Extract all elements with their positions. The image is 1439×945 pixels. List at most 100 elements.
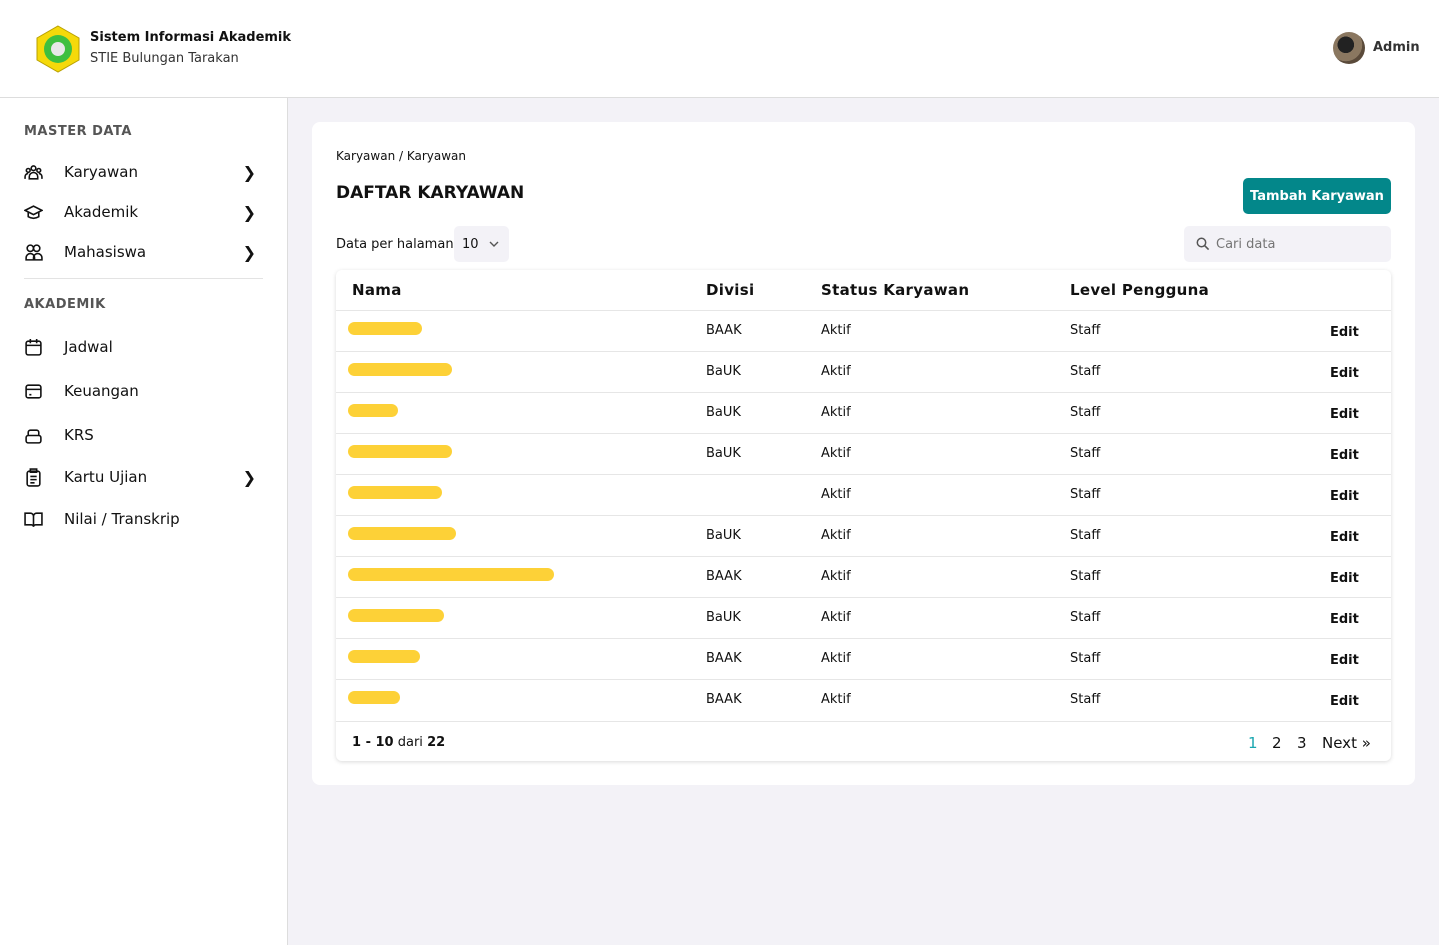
per-page-select[interactable]: 10 <box>454 226 509 262</box>
cell-status: Aktif <box>821 446 851 461</box>
cell-divisi: BaUK <box>706 610 741 625</box>
redacted-name <box>348 404 398 417</box>
chevron-right-icon: ❯ <box>242 242 256 262</box>
column-header-status[interactable]: Status Karyawan <box>821 281 970 299</box>
cell-divisi: BaUK <box>706 528 741 543</box>
book-icon <box>24 510 64 529</box>
sidebar-item-krs[interactable]: KRS <box>24 420 264 450</box>
redacted-name <box>348 691 400 704</box>
sidebar-item-karyawan[interactable]: Karyawan ❯ <box>24 157 264 187</box>
cell-level: Staff <box>1070 528 1101 543</box>
table-row: BAAK Aktif Staff Edit <box>336 310 1391 351</box>
chevron-right-icon: ❯ <box>242 202 256 222</box>
sidebar-item-jadwal[interactable]: Jadwal <box>24 332 264 362</box>
edit-button[interactable]: Edit <box>1330 571 1359 586</box>
avatar[interactable] <box>1333 32 1365 64</box>
karyawan-table: Nama Divisi Status Karyawan Level Penggu… <box>336 270 1391 761</box>
cell-level: Staff <box>1070 569 1101 584</box>
column-header-nama[interactable]: Nama <box>352 281 402 299</box>
per-page-value: 10 <box>462 236 479 252</box>
edit-button[interactable]: Edit <box>1330 448 1359 463</box>
cell-status: Aktif <box>821 364 851 379</box>
edit-button[interactable]: Edit <box>1330 530 1359 545</box>
sidebar-item-label: Keuangan <box>64 382 139 400</box>
next-page-link[interactable]: Next » <box>1322 734 1371 752</box>
table-row: BAAK Aktif Staff Edit <box>336 556 1391 597</box>
cell-status: Aktif <box>821 405 851 420</box>
calendar-icon <box>24 338 64 357</box>
search-box[interactable] <box>1184 226 1391 262</box>
edit-button[interactable]: Edit <box>1330 325 1359 340</box>
table-footer: 1 - 10 dari 22 1 2 3 Next » <box>336 721 1391 761</box>
app-title: Sistem Informasi Akademik <box>90 30 292 45</box>
cell-divisi: BaUK <box>706 364 741 379</box>
summary-of: dari <box>397 735 423 750</box>
edit-button[interactable]: Edit <box>1330 407 1359 422</box>
cell-divisi: BAAK <box>706 651 742 666</box>
table-row: BaUK Aktif Staff Edit <box>336 515 1391 556</box>
table-row: BaUK Aktif Staff Edit <box>336 597 1391 638</box>
sidebar-item-nilai-transkrip[interactable]: Nilai / Transkrip <box>24 504 264 534</box>
cell-divisi: BaUK <box>706 405 741 420</box>
add-karyawan-button[interactable]: Tambah Karyawan <box>1243 178 1391 214</box>
chevron-right-icon: ❯ <box>242 162 256 182</box>
table-row: BAAK Aktif Staff Edit <box>336 638 1391 679</box>
credit-card-icon <box>24 382 64 401</box>
sidebar-item-akademik[interactable]: Akademik ❯ <box>24 197 264 227</box>
table-row: BaUK Aktif Staff Edit <box>336 351 1391 392</box>
cell-status: Aktif <box>821 323 851 338</box>
sidebar-item-label: Mahasiswa <box>64 243 147 261</box>
page-3-link[interactable]: 3 <box>1297 734 1307 752</box>
column-header-level[interactable]: Level Pengguna <box>1070 281 1210 299</box>
edit-button[interactable]: Edit <box>1330 653 1359 668</box>
edit-button[interactable]: Edit <box>1330 694 1359 709</box>
app-subtitle: STIE Bulungan Tarakan <box>90 51 239 66</box>
cell-status: Aktif <box>821 610 851 625</box>
cell-divisi: BAAK <box>706 692 742 707</box>
cell-level: Staff <box>1070 692 1101 707</box>
redacted-name <box>348 322 422 335</box>
chevron-down-icon <box>489 241 499 247</box>
table-row: BaUK Aktif Staff Edit <box>336 433 1391 474</box>
column-header-divisi[interactable]: Divisi <box>706 281 755 299</box>
page-2-link[interactable]: 2 <box>1272 734 1282 752</box>
section-akademik: AKADEMIK <box>24 297 106 312</box>
breadcrumb[interactable]: Karyawan / Karyawan <box>336 149 467 163</box>
cell-level: Staff <box>1070 610 1101 625</box>
edit-button[interactable]: Edit <box>1330 366 1359 381</box>
sidebar-item-keuangan[interactable]: Keuangan <box>24 376 264 406</box>
summary-range: 1 - 10 <box>352 735 394 750</box>
redacted-name <box>348 527 456 540</box>
page-1-link[interactable]: 1 <box>1248 734 1258 752</box>
sidebar-item-kartu-ujian[interactable]: Kartu Ujian ❯ <box>24 462 264 492</box>
users-icon <box>24 163 64 182</box>
table-row: BaUK Aktif Staff Edit <box>336 392 1391 433</box>
edit-button[interactable]: Edit <box>1330 489 1359 504</box>
user-group-icon <box>24 243 64 262</box>
cell-level: Staff <box>1070 405 1101 420</box>
redacted-name <box>348 445 452 458</box>
pagination-summary: 1 - 10 dari 22 <box>352 735 445 750</box>
top-header: Sistem Informasi Akademik STIE Bulungan … <box>0 0 1439 98</box>
cell-status: Aktif <box>821 569 851 584</box>
redacted-name <box>348 650 420 663</box>
user-name[interactable]: Admin <box>1373 40 1420 55</box>
redacted-name <box>348 486 442 499</box>
cell-level: Staff <box>1070 364 1101 379</box>
cell-divisi: BAAK <box>706 323 742 338</box>
divider <box>24 278 263 279</box>
search-input[interactable] <box>1216 236 1376 252</box>
cell-divisi: BaUK <box>706 446 741 461</box>
sidebar-item-mahasiswa[interactable]: Mahasiswa ❯ <box>24 237 264 267</box>
sidebar: MASTER DATA AKADEMIK Karyawan ❯ Akademik ❯ M… <box>0 98 288 945</box>
clipboard-icon <box>24 467 64 487</box>
per-page-label: Data per halaman <box>336 237 454 252</box>
redacted-name <box>348 609 444 622</box>
sidebar-item-label: KRS <box>64 426 94 444</box>
cell-status: Aktif <box>821 487 851 502</box>
search-icon <box>1196 237 1210 251</box>
summary-total: 22 <box>427 735 446 750</box>
edit-button[interactable]: Edit <box>1330 612 1359 627</box>
table-row: BAAK Aktif Staff Edit <box>336 679 1391 720</box>
sidebar-item-label: Karyawan <box>64 163 138 181</box>
